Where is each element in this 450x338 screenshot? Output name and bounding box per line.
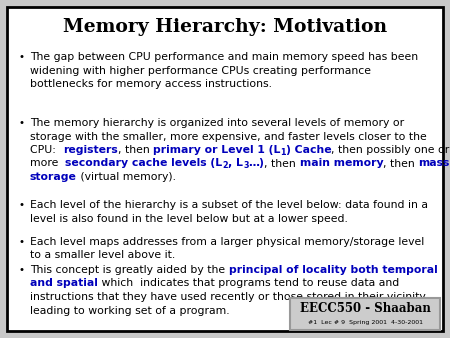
Text: 2: 2 (222, 162, 228, 170)
Text: •: • (18, 52, 24, 62)
Text: , then: , then (383, 159, 418, 169)
Text: (virtual memory).: (virtual memory). (77, 172, 176, 182)
Text: registers: registers (63, 145, 117, 155)
Text: mass: mass (418, 159, 450, 169)
Text: EECC550 - Shaaban: EECC550 - Shaaban (300, 302, 431, 315)
Text: 3: 3 (243, 162, 248, 170)
Text: The gap between CPU performance and main memory speed has been: The gap between CPU performance and main… (30, 52, 418, 62)
Text: , then: , then (117, 145, 153, 155)
Text: principal of locality both temporal: principal of locality both temporal (229, 265, 437, 275)
Bar (290, 298, 440, 330)
Text: storage with the smaller, more expensive, and faster levels closer to the: storage with the smaller, more expensive… (30, 131, 427, 142)
Text: This concept is greatly aided by the: This concept is greatly aided by the (30, 265, 229, 275)
Text: , then: , then (265, 159, 300, 169)
Text: •: • (18, 237, 24, 247)
Text: which  indicates that programs tend to reuse data and: which indicates that programs tend to re… (98, 279, 399, 289)
Text: Each level of the hierarchy is a subset of the level below: data found in a: Each level of the hierarchy is a subset … (30, 200, 428, 210)
Text: •: • (18, 265, 24, 275)
Text: instructions that they have used recently or those stored in their vicinity: instructions that they have used recentl… (30, 292, 426, 302)
Text: to a smaller level above it.: to a smaller level above it. (30, 250, 175, 261)
Text: level is also found in the level below but at a lower speed.: level is also found in the level below b… (30, 214, 348, 223)
Text: Memory Hierarchy: Motivation: Memory Hierarchy: Motivation (63, 18, 387, 36)
Text: more: more (30, 159, 65, 169)
Text: #1  Lec # 9  Spring 2001  4-30-2001: #1 Lec # 9 Spring 2001 4-30-2001 (307, 320, 423, 325)
Text: bottlenecks for memory access instructions.: bottlenecks for memory access instructio… (30, 79, 272, 89)
Text: The memory hierarchy is organized into several levels of memory or: The memory hierarchy is organized into s… (30, 118, 404, 128)
Text: storage: storage (30, 172, 77, 182)
Text: •: • (18, 118, 24, 128)
Text: •: • (18, 200, 24, 210)
Text: ) Cache: ) Cache (286, 145, 331, 155)
Text: , L: , L (228, 159, 243, 169)
Text: leading to working set of a program.: leading to working set of a program. (30, 306, 230, 315)
Text: main memory: main memory (300, 159, 383, 169)
Text: Each level maps addresses from a larger physical memory/storage level: Each level maps addresses from a larger … (30, 237, 424, 247)
Text: , then possibly one or: , then possibly one or (331, 145, 450, 155)
Text: 1: 1 (280, 148, 286, 157)
Text: widening with higher performance CPUs creating performance: widening with higher performance CPUs cr… (30, 66, 371, 75)
Text: …): …) (248, 159, 265, 169)
Text: and spatial: and spatial (30, 279, 98, 289)
Text: secondary cache levels (L: secondary cache levels (L (65, 159, 222, 169)
Text: primary or Level 1 (L: primary or Level 1 (L (153, 145, 280, 155)
Text: CPU:: CPU: (30, 145, 63, 155)
